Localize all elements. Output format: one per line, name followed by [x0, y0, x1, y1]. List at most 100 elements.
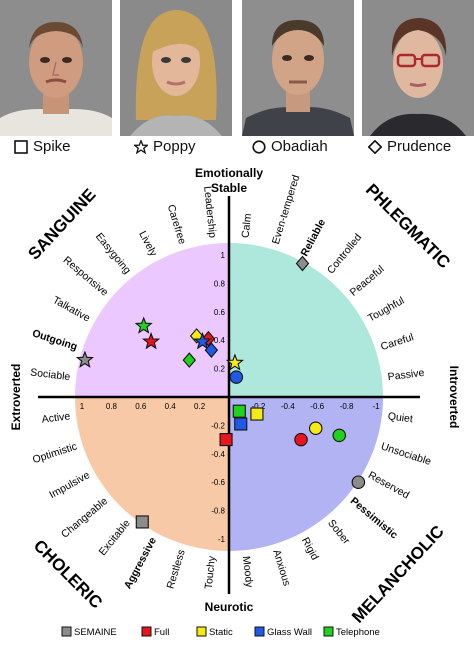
caption-spike: Spike [14, 137, 71, 157]
prudence-portrait [362, 0, 474, 136]
trait-controlled: Controlled [325, 231, 365, 276]
x-tick-label: 0.6 [135, 402, 147, 411]
point-semaine-spike [135, 515, 149, 529]
trait-restless: Restless [164, 548, 187, 590]
sanguine-quadrant [75, 243, 229, 397]
sanguine-title: SANGUINE [24, 185, 99, 264]
trait-reserved: Reserved [366, 469, 411, 501]
trait-rigid: Rigid [299, 535, 321, 562]
trait-carefree: Carefree [165, 203, 188, 246]
legend-label-telephone: Telephone [336, 627, 380, 638]
x-tick-label: 0.4 [165, 402, 177, 411]
axis-label-bottom: Neurotic [205, 600, 254, 614]
y-tick-label: 0.2 [214, 365, 226, 374]
legend-swatch-full [141, 626, 152, 637]
x-tick-label: 0.8 [106, 402, 118, 411]
trait-toughful: Toughful [366, 295, 407, 325]
trait-anxious: Anxious [270, 548, 292, 587]
legend-label-glass-wall: Glass Wall [267, 627, 312, 638]
spike-portrait [0, 0, 112, 136]
y-tick-label: -0.8 [211, 507, 225, 516]
point-telephone-spike [232, 404, 246, 418]
point-telephone-prudence [182, 352, 197, 368]
caption-obadiah: Obadiah [252, 137, 328, 157]
trait-unsociable: Unsociable [379, 440, 432, 468]
trait-outgoing: Outgoing [31, 327, 79, 353]
trait-optimistic: Optimistic [31, 440, 79, 466]
legend-label-static: Static [209, 627, 233, 638]
x-tick-label: -0.2 [252, 402, 266, 411]
point-full-spike [219, 433, 233, 447]
y-tick-label: 0.6 [214, 308, 226, 317]
character-portraits [0, 0, 474, 136]
axis-label-right: Introverted [447, 366, 461, 429]
legend-label-full: Full [154, 627, 169, 638]
circle-icon [252, 140, 266, 154]
point-telephone-poppy [134, 316, 153, 334]
phlegmatic-title: PHLEGMATIC [362, 180, 454, 272]
x-tick-label: 1 [80, 402, 85, 411]
x-tick-label: -0.8 [340, 402, 354, 411]
trait-excitable: Excitable [97, 517, 133, 558]
trait-sociable: Sociable [30, 366, 72, 383]
trait-impulsive: Impulsive [47, 469, 92, 501]
quadrant-layer [75, 243, 383, 551]
legend-swatch-telephone [323, 626, 334, 637]
y-tick-label: 1 [221, 251, 226, 260]
point-glass-wall-prudence [204, 342, 219, 358]
point-semaine-poppy [75, 350, 94, 368]
point-glass-wall-obadiah [229, 370, 244, 384]
trait-touchy: Touchy [203, 555, 218, 590]
phlegmatic-quadrant [229, 243, 383, 397]
choleric-title: CHOLERIC [30, 536, 106, 612]
point-static-poppy [225, 353, 244, 371]
point-static-spike [250, 407, 264, 421]
y-tick-label: -1 [218, 535, 226, 544]
point-static-obadiah [308, 421, 323, 435]
x-tick-label: -0.6 [310, 402, 324, 411]
legend-swatch-semaine [61, 626, 72, 637]
y-tick-label: 0.4 [214, 336, 226, 345]
point-semaine-obadiah [351, 475, 366, 489]
point-glass-wall-spike [234, 417, 248, 431]
point-full-obadiah [294, 432, 308, 447]
point-full-poppy [142, 332, 161, 350]
point-telephone-obadiah [332, 428, 346, 443]
poppy-portrait [120, 0, 232, 136]
square-icon [14, 140, 28, 154]
melancholic-title: MELANCHOLIC [348, 522, 448, 627]
temperament-diagram: 1 0.8 0.6 0.4 0.2 -0.2 -0.4 -0.6 -0.8 -1 1 0.8 0.6 0.… [0, 160, 474, 640]
trait-careful: Careful [379, 331, 415, 353]
axis-label-left: Extroverted [9, 364, 23, 431]
trait-even-tempered: Even-tempered [270, 173, 303, 245]
data-points [75, 255, 366, 529]
trait-peaceful: Peaceful [348, 263, 387, 298]
trait-passive: Passive [387, 367, 425, 383]
caption-spike-label: Spike [33, 138, 71, 155]
trait-quiet: Quiet [387, 410, 413, 425]
caption-poppy: Poppy [134, 137, 196, 157]
star-icon [134, 140, 148, 154]
axes-layer [38, 196, 420, 594]
character-caption: Spike Poppy Obadiah Prudence [0, 137, 474, 159]
x-tick-label: 0.2 [194, 402, 206, 411]
choleric-quadrant [75, 397, 229, 551]
tick-labels: 1 0.8 0.6 0.4 0.2 -0.2 -0.4 -0.6 -0.8 -1 1 0.8 0.6 0.… [80, 251, 380, 544]
y-tick-label: -0.6 [211, 478, 225, 487]
point-glass-wall-poppy [193, 332, 212, 350]
legend-label-semaine: SEMAINE [74, 627, 117, 638]
trait-easygoing: Easygoing [93, 231, 133, 277]
trait-aggressive: Aggressive [122, 535, 159, 591]
trait-moody: Moody [240, 555, 255, 588]
trait-leadership: Leadership [201, 186, 218, 239]
trait-calm: Calm [240, 213, 255, 239]
caption-obadiah-label: Obadiah [271, 138, 328, 155]
obadiah-portrait [242, 0, 354, 136]
trait-responsive: Responsive [61, 254, 111, 299]
trait-lively: Lively [136, 229, 160, 259]
axis-label-top-line1: Emotionally [195, 166, 263, 180]
legend-swatch-glass-wall [254, 626, 265, 637]
y-tick-label: 0.8 [214, 279, 226, 288]
trait-reliable: Reliable [299, 217, 329, 258]
diamond-icon [368, 140, 382, 154]
